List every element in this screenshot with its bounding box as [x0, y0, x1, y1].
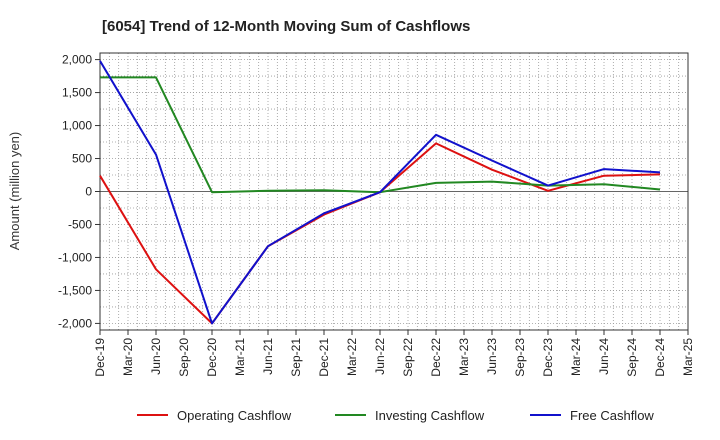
grid-layer: [99, 53, 689, 330]
axis-layer: 2,000 1,500 1,000 500 0 -500 -1,000 -1,500 -2,00…: [58, 52, 695, 377]
x-tick-label: Sep-23: [513, 338, 527, 377]
y-tick-label: 500: [72, 152, 92, 166]
x-tick-label: Jun-22: [373, 338, 387, 375]
x-tick-label: Jun-23: [485, 338, 499, 375]
y-tick-label: -500: [68, 217, 92, 231]
series-line-free-cashflow: [99, 60, 661, 325]
x-tick-label: Mar-20: [121, 338, 135, 376]
x-tick-label: Mar-25: [681, 338, 695, 376]
y-tick-label: 2,000: [62, 53, 92, 67]
legend-label: Free Cashflow: [570, 408, 654, 423]
x-tick-label: Dec-20: [205, 338, 219, 377]
x-tick-label: Mar-22: [345, 338, 359, 376]
x-tick-label: Sep-22: [401, 338, 415, 377]
legend: Operating Cashflow Investing Cashflow Free…: [137, 408, 654, 423]
y-axis-label: Amount (million yen): [7, 132, 22, 251]
x-tick-label: Mar-21: [233, 338, 247, 376]
y-tick-label: -2,000: [58, 316, 92, 330]
x-tick-label: Sep-24: [625, 338, 639, 377]
x-tick-label: Dec-19: [93, 338, 107, 377]
legend-label: Investing Cashflow: [375, 408, 485, 423]
y-tick-label: -1,500: [58, 283, 92, 297]
x-tick-label: Dec-22: [429, 338, 443, 377]
legend-label: Operating Cashflow: [177, 408, 292, 423]
x-tick-label: Jun-20: [149, 338, 163, 375]
y-tick-label: 0: [85, 185, 92, 199]
x-tick-label: Sep-20: [177, 338, 191, 377]
series-layer: [99, 60, 661, 325]
x-tick-label: Dec-21: [317, 338, 331, 377]
x-tick-label: Dec-24: [653, 338, 667, 377]
y-tick-label: 1,000: [62, 119, 92, 133]
y-tick-label: 1,500: [62, 86, 92, 100]
x-tick-label: Mar-23: [457, 338, 471, 376]
x-tick-label: Mar-24: [569, 338, 583, 376]
chart-title: [6054] Trend of 12-Month Moving Sum of C…: [102, 18, 470, 35]
y-tick-label: -1,000: [58, 250, 92, 264]
x-tick-label: Jun-24: [597, 338, 611, 375]
x-tick-label: Sep-21: [289, 338, 303, 377]
x-tick-label: Dec-23: [541, 338, 555, 377]
x-tick-label: Jun-21: [261, 338, 275, 375]
